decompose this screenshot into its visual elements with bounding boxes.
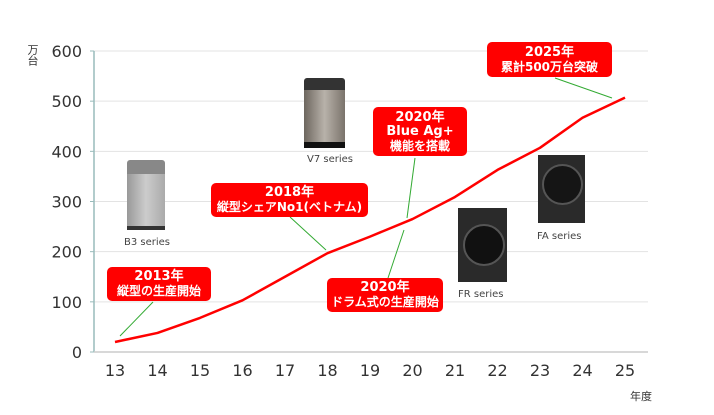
x-tick-label: 16 (232, 361, 252, 380)
annotation-year: 2013年 (134, 269, 184, 284)
y-tick-label: 400 (51, 142, 82, 161)
annotation-2020-blue-ag: 2020年 Blue Ag+ 機能を搭載 (373, 107, 467, 156)
annotation-text: 縦型シェアNo1(ベトナム) (216, 200, 363, 214)
annotation-year: 2020年 (360, 280, 410, 295)
x-tick-label: 24 (572, 361, 592, 380)
x-tick-label: 25 (615, 361, 635, 380)
x-tick-label: 21 (445, 361, 465, 380)
annotation-leader-line (554, 77, 613, 99)
x-tick-label: 15 (190, 361, 210, 380)
annotation-year: 2025年 (524, 44, 575, 60)
y-tick-label: 0 (72, 343, 82, 362)
y-tick-label: 100 (51, 293, 82, 312)
annotation-year: 2018年 (264, 185, 315, 200)
annotation-leader-line (387, 229, 405, 279)
annotation-leader-line (119, 301, 154, 337)
annotation-text: ドラム式の生産開始 (331, 295, 439, 309)
annotation-text: 累計500万台突破 (500, 59, 599, 74)
annotation-2013: 2013年 縦型の生産開始 (107, 267, 211, 301)
annotation-text: Blue Ag+ (386, 123, 454, 139)
fr-washer-image (458, 208, 507, 282)
v7-washer-image (304, 78, 345, 148)
x-tick-label: 20 (402, 361, 422, 380)
annotation-year: 2020年 (395, 109, 445, 125)
x-tick-label: 23 (530, 361, 550, 380)
x-tick-label: 13 (105, 361, 125, 380)
annotation-leader-line (289, 216, 327, 251)
annotation-2018: 2018年 縦型シェアNo1(ベトナム) (211, 183, 368, 217)
y-axis-label: 万台 (26, 44, 39, 66)
y-tick-label: 500 (51, 92, 82, 111)
v7-series-label: V7 series (307, 154, 353, 165)
x-tick-label: 22 (487, 361, 507, 380)
x-tick-label: 19 (360, 361, 380, 380)
x-axis-label: 年度 (630, 390, 652, 403)
x-tick-label: 14 (147, 361, 167, 380)
fr-series-label: FR series (458, 289, 504, 300)
fa-series-label: FA series (537, 231, 582, 242)
x-tick-label: 17 (275, 361, 295, 380)
annotation-2020-drum: 2020年 ドラム式の生産開始 (327, 278, 443, 312)
y-tick-label: 600 (51, 42, 82, 61)
annotation-text: 縦型の生産開始 (116, 284, 201, 298)
annotation-text-2: 機能を搭載 (389, 138, 450, 153)
y-tick-label: 200 (51, 243, 82, 262)
y-tick-label: 300 (51, 193, 82, 212)
x-tick-label: 18 (317, 361, 337, 380)
fa-washer-image (538, 155, 585, 223)
b3-series-label: B3 series (124, 237, 171, 248)
annotation-2025: 2025年 累計500万台突破 (487, 42, 612, 77)
annotation-leader-line (406, 157, 416, 219)
b3-washer-image (127, 160, 165, 230)
